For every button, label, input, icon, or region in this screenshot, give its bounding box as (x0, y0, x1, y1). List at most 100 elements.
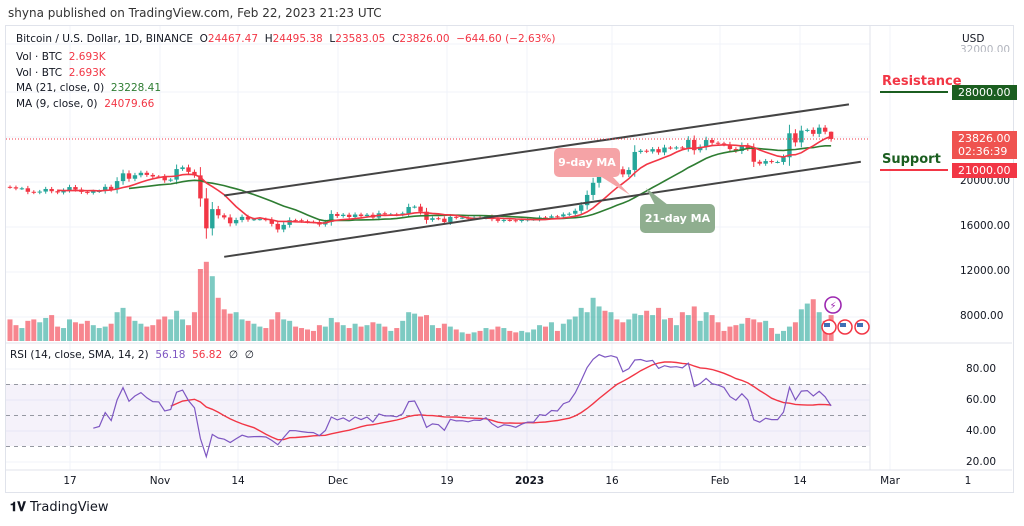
volume-bar (507, 330, 513, 341)
candle-body (662, 147, 667, 153)
ma21-label: MA (21, close, 0) (16, 82, 105, 94)
volume-bar (13, 325, 19, 341)
high-label: H (264, 33, 273, 45)
volume-bar (441, 323, 447, 341)
volume-bar (102, 326, 108, 341)
candle-body (543, 217, 548, 219)
volume-bar (548, 322, 554, 341)
candle-body (233, 220, 239, 224)
volume-bar (49, 315, 55, 341)
volume-bar (769, 328, 775, 341)
candle-body (162, 176, 167, 181)
candle-body (805, 129, 810, 131)
rsi-sma-line (170, 361, 832, 441)
volume-bar (316, 325, 322, 341)
ma21-legend[interactable]: MA (21, close, 0) 23228.41 (16, 82, 161, 94)
volume-bar (55, 326, 61, 341)
volume-legend-1[interactable]: Vol · BTC 2.693K (16, 51, 106, 63)
ma9-legend[interactable]: MA (9, close, 0) 24079.66 (16, 98, 154, 110)
volume-bar (43, 317, 49, 341)
volume-bar (804, 303, 810, 341)
rsi-value: 56.18 (155, 349, 186, 361)
rsi-tick: 60.00 (966, 394, 997, 406)
candle-body (43, 188, 48, 192)
candle-body (715, 142, 721, 144)
volume-bar (667, 317, 673, 341)
volume-bar (584, 312, 590, 341)
volume-legend-2[interactable]: Vol · BTC 2.693K (16, 67, 106, 79)
candle-body (346, 214, 352, 217)
volume-bar (215, 297, 221, 341)
volume-bar (19, 328, 25, 341)
publisher-line: shyna published on TradingView.com, Feb … (8, 6, 382, 20)
candle-body (638, 150, 643, 152)
volume-bar (382, 326, 388, 341)
volume-bar (364, 325, 370, 341)
volume-bar (400, 320, 406, 341)
ma21-value: 23228.41 (110, 82, 162, 94)
candle-body (573, 210, 578, 214)
volume-bar (435, 328, 441, 341)
volume-bar (578, 307, 584, 341)
candle-body (584, 194, 590, 206)
candle-body (49, 188, 54, 192)
volume-bar (513, 332, 519, 341)
volume-bar (465, 333, 471, 341)
currency-label[interactable]: USD (962, 33, 985, 45)
candle-body (644, 150, 649, 152)
candle-body (239, 216, 245, 221)
volume-bar (626, 319, 632, 341)
rsi-sma-value: 56.82 (192, 349, 223, 361)
volume-bar (245, 320, 251, 341)
candle-body (519, 220, 524, 222)
volume-bar (703, 312, 709, 341)
volume-bar (656, 307, 662, 341)
volume-bar (293, 326, 299, 341)
symbol-legend[interactable]: Bitcoin / U.S. Dollar, 1D, BINANCE O2446… (16, 33, 555, 45)
volume-bar (114, 312, 120, 341)
candle-body (460, 217, 465, 219)
rsi-na-1: ∅ (228, 349, 238, 361)
time-tick: 2023 (515, 475, 545, 487)
candle-body (668, 147, 673, 149)
vol-label: Vol · BTC (16, 67, 63, 79)
candle-body (793, 133, 798, 143)
volume-bar (221, 309, 227, 341)
bar-countdown: 02:36:39 (958, 145, 1008, 158)
volume-bar (673, 325, 679, 341)
candle-body (501, 219, 507, 221)
volume-bar (572, 316, 578, 341)
tv-logo-mark: 𝟏𝐕 (10, 500, 26, 515)
candle-body (19, 188, 25, 190)
candle-body (579, 205, 584, 211)
volume-bar (709, 315, 715, 341)
volume-bar (786, 326, 792, 341)
volume-bar (168, 319, 174, 341)
rsi-legend[interactable]: RSI (14, close, SMA, 14, 2) 56.18 56.82 … (10, 349, 254, 361)
volume-bar (727, 326, 733, 341)
candle-body (626, 169, 631, 175)
ma9-line (57, 135, 832, 224)
volume-bar (590, 297, 596, 341)
volume-bar (751, 319, 757, 341)
volume-bar (197, 269, 203, 341)
candle-body (454, 216, 459, 218)
volume-bar (679, 312, 685, 341)
candle-body (745, 145, 750, 149)
volume-bar (370, 322, 376, 341)
candle-body (382, 213, 388, 215)
volume-bar (275, 312, 281, 341)
candle-body (430, 218, 435, 220)
candle-body (555, 216, 560, 218)
lower-trendline (224, 160, 861, 258)
volume-bar (257, 326, 263, 341)
tradingview-logo[interactable]: 𝟏𝐕 TradingView (10, 500, 109, 515)
volume-bar (340, 325, 346, 341)
volume-bar (37, 322, 43, 341)
candle-body (144, 172, 150, 175)
volume-bar (697, 320, 703, 341)
candle-body (817, 127, 822, 134)
candle-body (275, 223, 280, 230)
volume-bar (644, 310, 650, 341)
